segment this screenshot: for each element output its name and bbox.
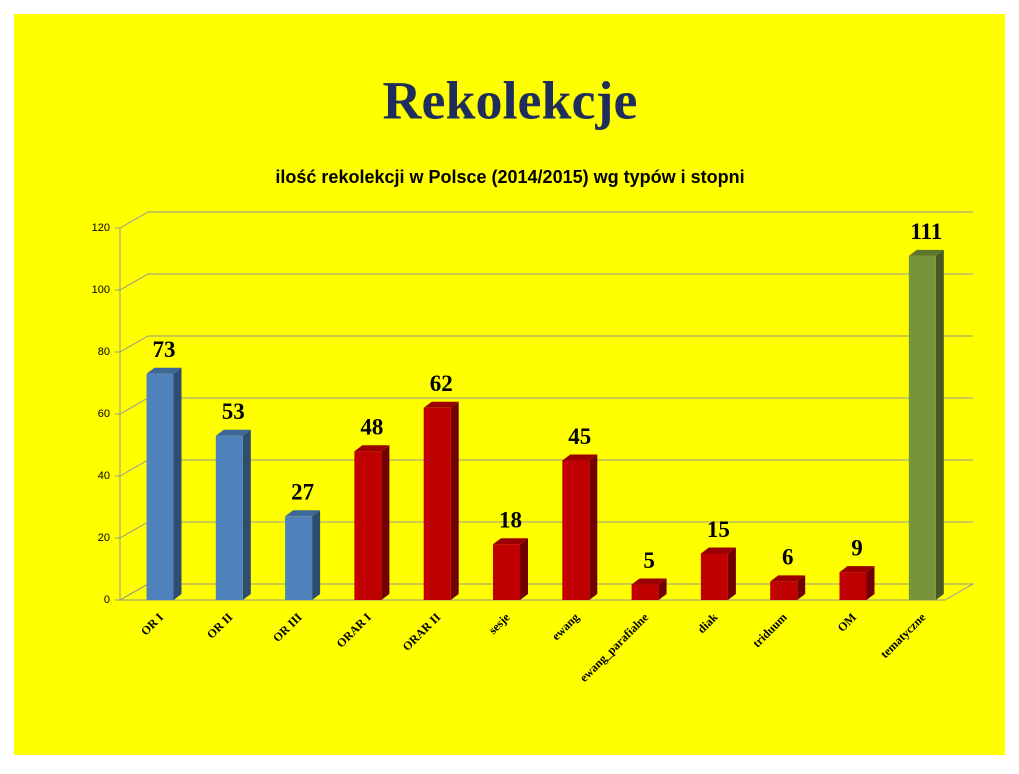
bar-top xyxy=(908,249,944,256)
bar-side xyxy=(242,429,251,600)
bar xyxy=(423,407,451,600)
bar-top xyxy=(146,367,182,374)
bar-side xyxy=(173,367,182,600)
bar-side xyxy=(727,547,736,600)
y-tick-label: 40 xyxy=(98,470,110,482)
subtitle: ilość rekolekcji w Polsce (2014/2015) wg… xyxy=(275,167,744,187)
bar-side xyxy=(797,575,806,600)
bar-side xyxy=(520,538,528,600)
bar-top xyxy=(839,566,875,573)
data-label: 53 xyxy=(222,399,245,424)
bar-top xyxy=(285,510,321,517)
bar xyxy=(908,255,936,600)
grid-line xyxy=(119,211,973,229)
y-tick-label: 0 xyxy=(104,594,110,606)
data-label: 111 xyxy=(910,219,942,244)
bar xyxy=(770,581,798,600)
bar-side xyxy=(312,510,321,600)
bar-top xyxy=(493,538,528,545)
bar xyxy=(493,544,520,600)
bar xyxy=(146,373,174,600)
bar-top xyxy=(700,547,736,554)
title: Rekolekcje xyxy=(383,70,638,130)
data-label: 45 xyxy=(568,424,591,449)
bar-top xyxy=(562,454,598,461)
bar-top xyxy=(354,445,390,452)
y-tick-label: 120 xyxy=(92,222,110,234)
data-label: 6 xyxy=(782,545,794,570)
data-label: 15 xyxy=(707,517,730,542)
bar-side xyxy=(935,249,944,600)
bar-side xyxy=(658,578,667,600)
bar xyxy=(839,572,867,600)
data-label: 9 xyxy=(851,535,863,560)
y-tick-label: 60 xyxy=(98,408,110,420)
bar-top xyxy=(631,578,667,585)
grid-line xyxy=(119,335,973,353)
data-label: 27 xyxy=(291,480,314,505)
bar-top xyxy=(215,429,251,436)
bar xyxy=(354,451,382,600)
data-label: 5 xyxy=(643,548,655,573)
y-tick-label: 80 xyxy=(98,346,110,358)
y-tick-label: 100 xyxy=(92,284,110,296)
bar xyxy=(285,516,313,600)
grid-line xyxy=(119,273,973,291)
bar xyxy=(562,460,590,600)
data-label: 48 xyxy=(360,414,383,439)
y-tick-label: 20 xyxy=(98,532,110,544)
data-label: 62 xyxy=(430,371,453,396)
bar-side xyxy=(866,566,875,600)
bar xyxy=(631,584,659,600)
bar-side xyxy=(589,454,598,600)
data-label: 18 xyxy=(499,507,522,532)
data-label: 73 xyxy=(153,337,176,362)
bar-top xyxy=(770,575,806,582)
bar xyxy=(700,553,728,600)
bar-top xyxy=(423,401,459,408)
bar xyxy=(215,435,243,600)
bar-side xyxy=(450,401,459,600)
bar-side xyxy=(381,445,390,600)
